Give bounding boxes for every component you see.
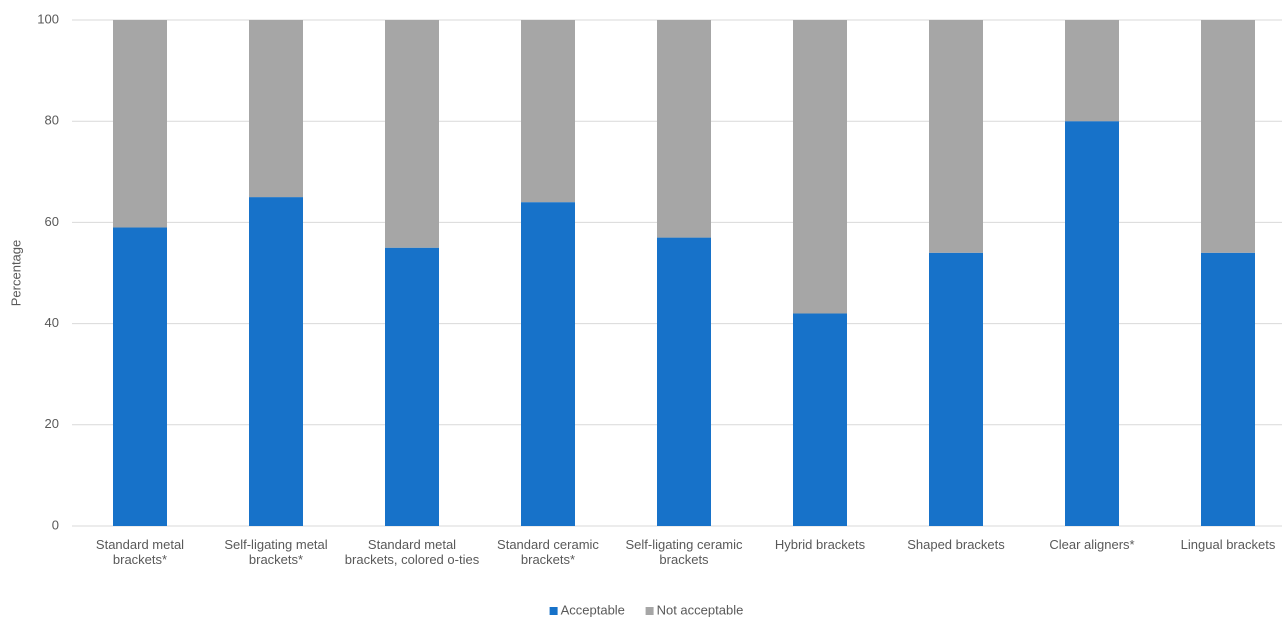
x-tick-label-box: Self-ligating metal brackets* [224,537,328,567]
x-tick-label-box: Shaped brackets [907,537,1005,552]
bar-segment [657,237,711,526]
bar-segment [521,20,575,203]
x-tick-label-box: Self-ligating ceramic brackets [625,537,743,567]
bar-segment [1201,252,1255,526]
bar-segment [113,20,167,228]
legend-label: Acceptable [561,602,625,617]
x-tick-label: Hybrid brackets [774,537,866,552]
bar-segment [657,20,711,238]
y-tick-label: 0 [52,517,59,532]
bar-segment [521,202,575,526]
legend-swatch [645,607,654,615]
x-tick-label-box: Hybrid brackets [774,537,866,552]
bar-segment [793,313,847,526]
y-tick-label: 20 [45,416,59,431]
bar-segment [249,20,303,198]
legend-label: Not acceptable [657,602,744,617]
y-tick-label: 40 [45,315,59,330]
x-tick-label-box: Standard ceramic brackets* [497,537,599,567]
x-tick-label: Clear aligners* [1049,537,1135,552]
legend-swatch [549,607,558,615]
x-tick-label: Shaped brackets [907,537,1005,552]
x-tick-label-box: Lingual brackets [1180,537,1276,552]
y-tick-label: 80 [45,113,59,128]
bar-segment [929,252,983,526]
y-axis-label: Percentage [8,240,23,307]
x-tick-label: Self-ligating metal brackets* [224,537,328,567]
bar-segment [1201,20,1255,253]
x-tick-label: Standard metal brackets, colored o-ties [344,537,480,567]
bar-segment [249,197,303,526]
bar-segment [929,20,983,253]
x-tick-label-box: Standard metal brackets, colored o-ties [344,537,480,567]
x-tick-label-box: Standard metal brackets* [95,537,185,567]
bar-segment [793,20,847,314]
x-tick-label-box: Clear aligners* [1049,537,1135,552]
x-tick-label: Self-ligating ceramic brackets [625,537,743,567]
bar-segment [1065,121,1119,526]
y-tick-label: 60 [45,214,59,229]
x-tick-label: Standard metal brackets* [95,537,185,567]
bar-segment [113,227,167,526]
x-tick-label: Lingual brackets [1180,537,1276,552]
bar-segment [1065,20,1119,122]
bar-segment [385,20,439,248]
x-tick-label: Standard ceramic brackets* [497,537,599,567]
bar-segment [385,247,439,526]
y-tick-label: 100 [37,11,59,26]
